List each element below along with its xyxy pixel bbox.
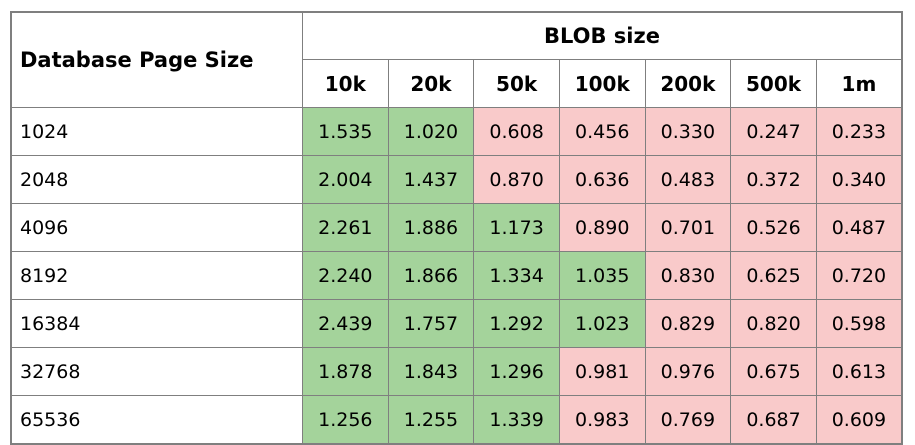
- row-label-cell: 2048: [10, 155, 303, 204]
- value-cell: 1.535: [302, 107, 389, 156]
- table-row: 65536 1.256 1.255 1.339 0.983 0.769 0.687 0.609: [10, 395, 903, 445]
- value-cell: 1.292: [473, 299, 560, 348]
- value-cell: 1.296: [473, 347, 560, 396]
- value-cell: 2.261: [302, 203, 389, 252]
- value-cell: 1.843: [387, 347, 475, 396]
- value-cell: 0.981: [558, 347, 646, 396]
- table-row: 2048 2.004 1.437 0.870 0.636 0.483 0.372 0.340: [10, 155, 903, 204]
- value-cell: 0.247: [730, 107, 817, 156]
- value-cell: 2.439: [302, 299, 389, 348]
- value-cell: 0.609: [815, 395, 903, 445]
- value-cell: 0.976: [644, 347, 732, 396]
- value-cell: 0.769: [644, 395, 732, 445]
- value-cell: 0.526: [730, 203, 817, 252]
- table-body: 1024 1.535 1.020 0.608 0.456 0.330 0.247 0.233 2…: [10, 107, 903, 445]
- column-header-500k: 500k: [730, 59, 817, 108]
- value-cell: 0.330: [644, 107, 732, 156]
- row-label-cell: 1024: [10, 107, 303, 156]
- value-cell: 0.372: [730, 155, 817, 204]
- group-header: BLOB size: [302, 11, 903, 60]
- value-cell: 0.701: [644, 203, 732, 252]
- value-cell: 0.598: [815, 299, 903, 348]
- value-cell: 0.456: [558, 107, 646, 156]
- value-cell: 0.483: [644, 155, 732, 204]
- group-header-row: Database Page Size BLOB size: [10, 11, 903, 108]
- value-cell: 1.334: [473, 251, 560, 300]
- row-label-cell: 4096: [10, 203, 303, 252]
- value-cell: 0.675: [730, 347, 817, 396]
- value-cell: 0.233: [815, 107, 903, 156]
- value-cell: 1.255: [387, 395, 475, 445]
- value-cell: 1.886: [387, 203, 475, 252]
- value-cell: 1.023: [558, 299, 646, 348]
- value-cell: 0.687: [730, 395, 817, 445]
- value-cell: 0.983: [558, 395, 646, 445]
- value-cell: 2.240: [302, 251, 389, 300]
- column-header-50k: 50k: [473, 59, 560, 108]
- row-label-cell: 16384: [10, 299, 303, 348]
- value-cell: 1.866: [387, 251, 475, 300]
- value-cell: 0.340: [815, 155, 903, 204]
- value-cell: 0.636: [558, 155, 646, 204]
- column-header-100k: 100k: [558, 59, 646, 108]
- table-row: 8192 2.240 1.866 1.334 1.035 0.830 0.625 0.720: [10, 251, 903, 300]
- value-cell: 0.870: [473, 155, 560, 204]
- table-row: 4096 2.261 1.886 1.173 0.890 0.701 0.526 0.487: [10, 203, 903, 252]
- value-cell: 0.890: [558, 203, 646, 252]
- value-cell: 1.437: [387, 155, 475, 204]
- column-header-10k: 10k: [302, 59, 389, 108]
- row-label-cell: 65536: [10, 395, 303, 445]
- value-cell: 0.625: [730, 251, 817, 300]
- value-cell: 1.878: [302, 347, 389, 396]
- column-header-200k: 200k: [644, 59, 732, 108]
- column-header-1m: 1m: [815, 59, 903, 108]
- column-header-row: 10k 20k 50k 100k 200k 500k 1m: [11, 59, 903, 108]
- value-cell: 1.339: [473, 395, 560, 445]
- value-cell: 1.256: [302, 395, 389, 445]
- table-row: 32768 1.878 1.843 1.296 0.981 0.976 0.675 0.613: [10, 347, 903, 396]
- value-cell: 0.487: [815, 203, 903, 252]
- value-cell: 1.173: [473, 203, 560, 252]
- row-label-cell: 32768: [10, 347, 303, 396]
- value-cell: 0.830: [644, 251, 732, 300]
- table-row: 16384 2.439 1.757 1.292 1.023 0.829 0.820 0.598: [10, 299, 903, 348]
- table-row: 1024 1.535 1.020 0.608 0.456 0.330 0.247 0.233: [10, 107, 903, 156]
- value-cell: 0.720: [815, 251, 903, 300]
- blob-comparison-table: Database Page Size BLOB size 10k 20k 50k 10…: [10, 11, 903, 445]
- corner-header: Database Page Size: [10, 11, 303, 108]
- value-cell: 0.608: [473, 107, 560, 156]
- value-cell: 1.035: [558, 251, 646, 300]
- value-cell: 1.757: [387, 299, 475, 348]
- column-header-20k: 20k: [387, 59, 475, 108]
- value-cell: 1.020: [387, 107, 475, 156]
- value-cell: 0.613: [815, 347, 903, 396]
- value-cell: 0.829: [644, 299, 732, 348]
- row-label-cell: 8192: [10, 251, 303, 300]
- value-cell: 2.004: [302, 155, 389, 204]
- table-head: Database Page Size BLOB size 10k 20k 50k 10…: [10, 11, 903, 108]
- value-cell: 0.820: [730, 299, 817, 348]
